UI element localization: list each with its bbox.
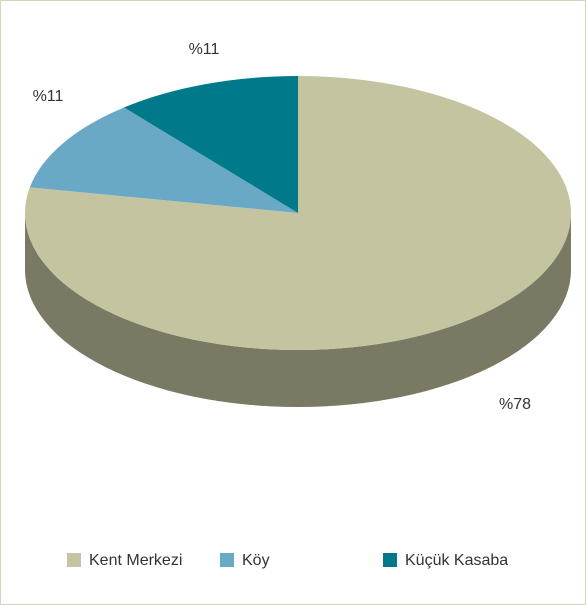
legend-swatch [220,553,234,567]
slice [123,76,299,213]
legend-swatch [383,553,397,567]
value-label: %78 [499,396,531,413]
slice [29,107,299,213]
slice-side [25,213,571,407]
legend-swatch [67,553,81,567]
legend-label: Köy [242,552,270,569]
slice [25,76,572,350]
value-label: %11 [33,88,64,105]
legend-label: Küçük Kasaba [405,552,508,569]
value-label: %11 [189,41,220,58]
legend-label: Kent Merkezi [89,552,182,569]
